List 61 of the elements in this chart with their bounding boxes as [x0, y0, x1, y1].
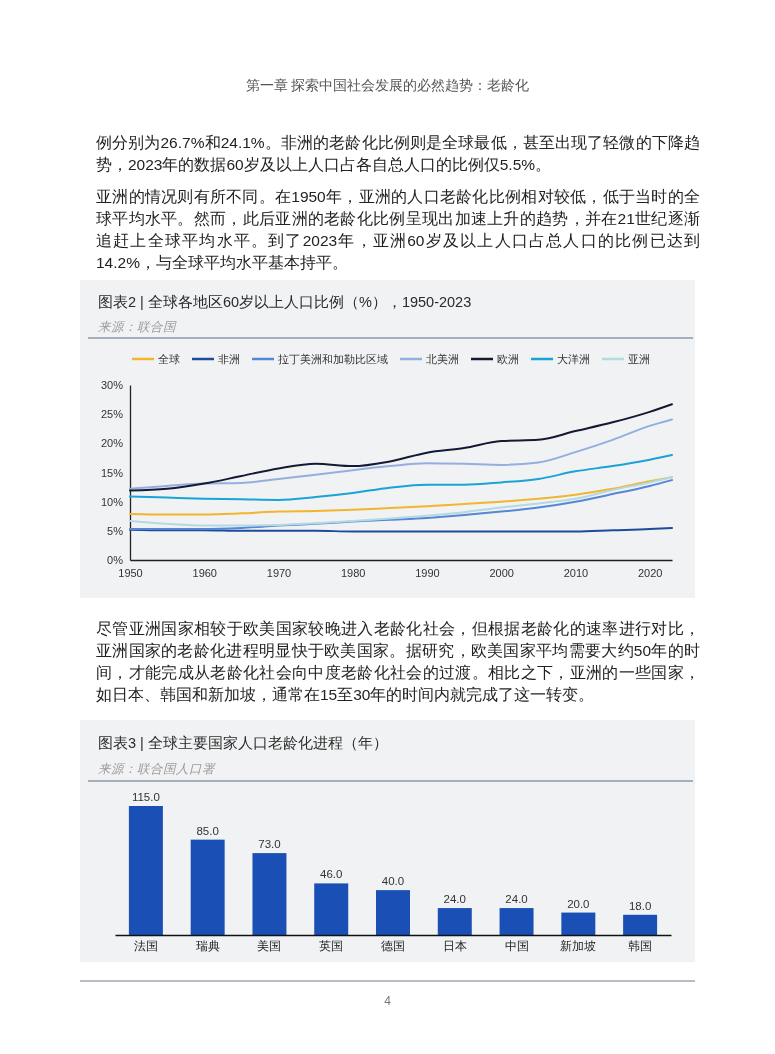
data-label: 18.0: [628, 899, 652, 912]
x-tick-label: 1990: [415, 566, 440, 579]
bar: [128, 806, 163, 935]
x-tick-label: 英国: [319, 940, 344, 953]
data-label: 115.0: [131, 791, 160, 803]
bar: [252, 853, 287, 935]
y-tick-label: 10%: [100, 495, 124, 508]
x-tick-label: 2020: [637, 566, 663, 579]
bar: [190, 839, 225, 935]
x-tick-label: 1950: [118, 566, 143, 579]
y-tick-label: 15%: [100, 466, 124, 479]
x-tick-label: 日本: [442, 940, 467, 953]
text: 尽管亚洲国家相较于欧美国家较晚进入老龄化社会，但根据老龄化的速率进行对比，亚洲国家的老龄化进程明显快于欧美国家。据研究，欧美国家平均需要大约50年的时间，才能完成从老龄化社会向中度老龄化社会的过渡。相比之下，亚洲的一些国家，如日本、韩国和新加坡，通常在15至30年的时间内就完成了这一转变。: [96, 619, 700, 705]
bar: [623, 914, 658, 935]
data-label: 20.0: [567, 897, 590, 910]
data-label: 73.0: [258, 838, 281, 851]
y-tick-label: 25%: [100, 408, 124, 421]
legend-label: 非洲: [218, 353, 240, 365]
text: 例分别为26.7%和24.1%。非洲的老龄化比例则是全球最低，甚至出现了轻微的下降趋势，2023年的数据60岁及以上人口占各自总人口的比例仅5.5%。: [96, 133, 700, 175]
y-tick-label: 20%: [100, 437, 124, 450]
source-note: 来源：联合国人口署: [98, 762, 216, 776]
legend-label: 北美洲: [426, 353, 459, 365]
x-tick-label: 1960: [192, 566, 217, 579]
legend-label: 亚洲: [628, 353, 650, 365]
x-tick-label: 1980: [341, 566, 366, 579]
x-tick-label: 1970: [266, 566, 292, 579]
text: 亚洲的情况则有所不同。在1950年，亚洲的人口老龄化比例相对较低，低于当时的全球平均水平。然而，此后亚洲的老龄化比例呈现出加速上升的趋势，并在21世纪逐渐追赶上全球平均水平。到了2023年，亚洲60岁及以上人口占总人口的比例已达到14.2%，与全球平均水平基本持平。: [96, 187, 700, 273]
data-label: 40.0: [381, 875, 405, 888]
text: 第一章 探索中国社会发展的必然趋势：老龄化: [244, 77, 531, 95]
bar: [561, 912, 596, 935]
bar: [376, 890, 410, 935]
x-tick-label: 法国: [133, 940, 158, 953]
y-tick-label: 30%: [100, 379, 124, 392]
bar: [437, 908, 472, 935]
x-tick-label: 新加坡: [560, 939, 597, 953]
x-tick-label: 美国: [257, 939, 282, 953]
text: 4: [383, 993, 392, 1009]
legend-label: 大洋洲: [557, 353, 590, 365]
line-series: [129, 454, 673, 501]
x-tick-label: 中国: [504, 940, 529, 953]
bar: [314, 883, 349, 935]
x-tick-label: 2010: [563, 566, 589, 579]
line-series: [129, 403, 673, 492]
x-tick-label: 瑞典: [195, 940, 220, 953]
bar: [499, 908, 534, 935]
data-label: 24.0: [505, 893, 528, 906]
y-tick-label: 0%: [107, 554, 124, 567]
x-tick-label: 德国: [381, 940, 405, 953]
line-series: [129, 418, 673, 490]
data-label: 85.0: [196, 824, 219, 837]
y-tick-label: 5%: [107, 524, 124, 537]
source-note: 来源：联合国: [98, 320, 177, 334]
legend-label: 拉丁美洲和加勒比区域: [278, 353, 388, 365]
x-tick-label: 2000: [489, 566, 514, 579]
data-label: 46.0: [320, 868, 343, 881]
chart-title: 图表3 | 全球主要国家人口老龄化进程（年）: [98, 735, 388, 751]
data-label: 24.0: [443, 893, 466, 906]
chart-title: 图表2 | 全球各地区60岁以上人口比例（%），1950-2023: [98, 294, 472, 310]
x-tick-label: 韩国: [628, 940, 653, 953]
legend-label: 全球: [158, 353, 180, 365]
legend-label: 欧洲: [497, 353, 519, 365]
